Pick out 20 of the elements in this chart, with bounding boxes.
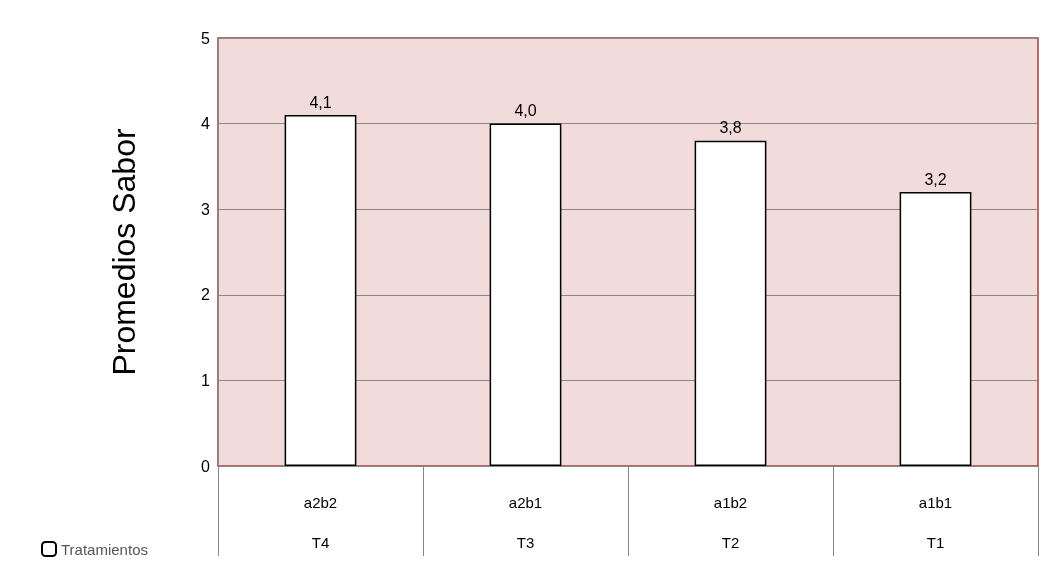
data-label: 3,8 bbox=[719, 119, 742, 137]
data-label: 3,2 bbox=[924, 170, 947, 188]
legend-label: Tratamientos bbox=[61, 540, 148, 558]
y-axis-title: Promedios Sabor bbox=[106, 128, 142, 376]
data-label: 4,0 bbox=[514, 102, 537, 120]
category-label: a2b2 T4 bbox=[303, 493, 338, 551]
y-tick-label: 2 bbox=[201, 286, 211, 304]
category-label: a2b1 T3 bbox=[508, 493, 543, 551]
category-label: a1b2 T2 bbox=[713, 493, 748, 551]
bar bbox=[694, 140, 767, 466]
bar bbox=[489, 123, 562, 466]
y-tick-label: 3 bbox=[201, 200, 211, 218]
data-label: 4,1 bbox=[309, 93, 332, 111]
bar bbox=[284, 115, 357, 466]
y-tick-label: 1 bbox=[201, 371, 211, 389]
y-tick-label: 5 bbox=[201, 29, 211, 47]
bar bbox=[899, 192, 972, 466]
y-tick-label: 0 bbox=[201, 457, 211, 475]
category-label: a1b1 T1 bbox=[918, 493, 953, 551]
y-tick-label: 4 bbox=[201, 115, 211, 133]
